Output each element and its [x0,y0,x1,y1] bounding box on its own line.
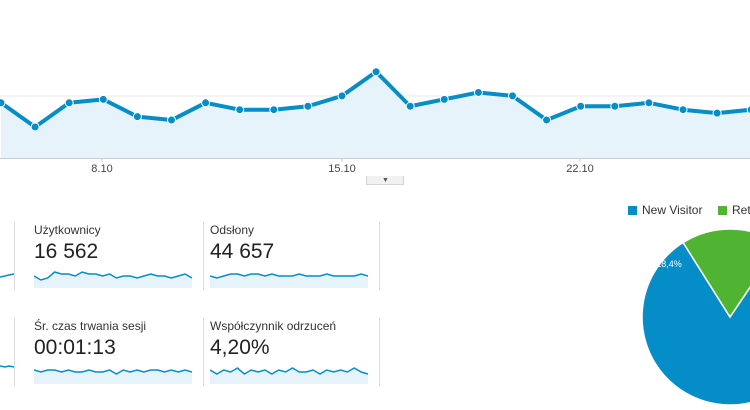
chart-point[interactable] [337,91,347,101]
chart-point[interactable] [542,115,552,125]
metric-avg-session-duration[interactable]: Śr. czas trwania sesji 00:01:13 [34,318,204,388]
chart-point[interactable] [201,98,211,108]
metric-sparkline-partial [0,365,14,368]
chart-point[interactable] [0,98,6,108]
pie-slice-new-visitor[interactable] [641,241,750,406]
metric-value: 4,20% [210,336,270,359]
legend-swatch [718,205,727,215]
chart-point[interactable] [269,105,279,115]
metric-sparkline-partial [0,273,14,278]
pie-slice-returning-visitor[interactable] [682,228,750,319]
pie-slice-label: 18,4% [656,259,682,269]
metric-divider [379,222,380,290]
metric-label: Użytkownicy [34,223,101,237]
chart-point[interactable] [371,67,381,77]
metric-divider [14,222,15,290]
chart-point[interactable] [235,105,245,115]
chart-point[interactable] [746,105,750,115]
chart-point[interactable] [473,87,483,97]
legend-item-new-visitor[interactable]: New Visitor [628,203,702,217]
x-axis-label: 15.10 [328,163,356,175]
legend-swatch [628,205,637,215]
metric-sparkline [210,273,368,288]
metric-value: 00:01:13 [34,336,116,359]
metric-value: 16 562 [34,240,99,263]
sparkline-area [210,274,368,288]
metric-divider [203,318,204,386]
metric-value: 44 657 [210,240,275,263]
chart-point[interactable] [678,105,688,115]
metric-sparkline [34,271,192,288]
chart-point[interactable] [64,98,74,108]
metric-sparkline [210,367,368,384]
legend-item-returning-visitor[interactable]: Ret [718,203,750,217]
sparkline-area [210,368,368,384]
sparkline-line [34,271,192,281]
chart-points [0,67,750,132]
chart-point[interactable] [167,115,176,125]
sessions-line-chart [0,67,750,162]
chart-point[interactable] [303,101,313,111]
metric-sparkline [34,369,192,384]
chevron-down-icon: ▼ [382,177,389,184]
visitor-type-pie-chart: 18,4% [641,228,750,406]
chart-area-fill [1,71,750,158]
metric-divider [379,318,380,386]
chart-point[interactable] [405,101,415,111]
chart-point[interactable] [98,94,108,104]
chart-point[interactable] [132,112,142,122]
sparkline-area [34,370,192,384]
chart-point[interactable] [610,101,620,111]
x-axis-label: 22.10 [566,163,594,175]
chart-point[interactable] [644,98,654,108]
sparkline-line [34,369,192,375]
chart-point[interactable] [439,94,449,104]
metric-divider [203,222,204,290]
metric-pageviews[interactable]: Odsłony 44 657 [210,222,380,292]
chart-collapse-handle[interactable]: ▼ [366,176,404,185]
chart-point[interactable] [508,91,517,101]
metric-users[interactable]: Użytkownicy 16 562 [34,222,204,292]
metric-label: Odsłony [210,223,255,237]
metric-label: Śr. czas trwania sesji [34,319,147,333]
x-axis-label: 8.10 [91,163,113,175]
sparkline-area [34,272,192,288]
metric-divider [14,318,15,386]
sparkline-line [210,367,368,375]
chart-point[interactable] [576,101,586,111]
chart-point[interactable] [30,122,40,132]
legend-label: New Visitor [642,203,703,217]
legend-label: Ret [732,203,750,217]
metric-label: Współczynnik odrzuceń [210,319,337,333]
sparkline-line [210,273,368,279]
chart-point[interactable] [712,108,722,118]
metric-bounce-rate[interactable]: Współczynnik odrzuceń 4,20% [210,318,380,388]
